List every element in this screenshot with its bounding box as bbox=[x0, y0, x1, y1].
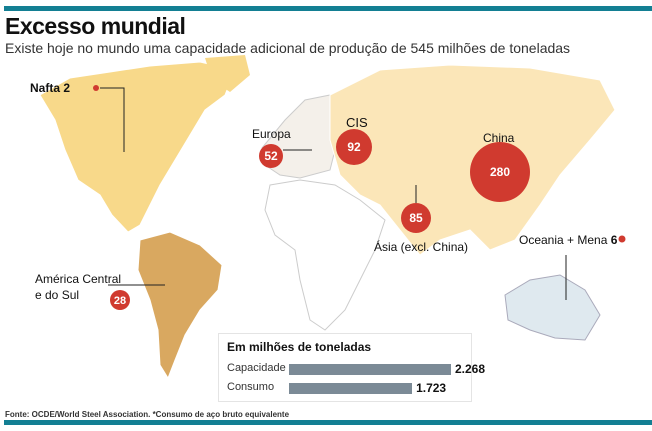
america-label-1: América Central bbox=[35, 272, 122, 286]
nafta-leader bbox=[100, 87, 125, 152]
america-label-2: e do Sul bbox=[35, 288, 80, 302]
subtitle: Existe hoje no mundo uma capacidade adic… bbox=[5, 40, 571, 56]
asia bbox=[329, 64, 616, 256]
nafta-label: Nafta 2 bbox=[30, 81, 71, 95]
asia-bubble bbox=[401, 203, 431, 233]
america-bubble bbox=[110, 290, 130, 310]
south-america bbox=[137, 231, 223, 380]
bottom-rule bbox=[4, 420, 652, 425]
europa-label: Europa bbox=[252, 127, 291, 141]
north-america bbox=[39, 61, 236, 233]
china-label: China bbox=[483, 131, 515, 145]
africa bbox=[264, 179, 386, 331]
cis-bubble bbox=[336, 129, 372, 165]
europa-value: 52 bbox=[264, 149, 278, 163]
page-title: Excesso mundial bbox=[5, 13, 186, 39]
oceania-bubble bbox=[618, 235, 626, 243]
greenland bbox=[205, 55, 250, 92]
oceania-label: Oceania + Mena 6 bbox=[519, 233, 618, 247]
asia-label: Ásia (excl. China) bbox=[374, 240, 469, 254]
cis-value: 92 bbox=[347, 140, 361, 154]
america-value: 28 bbox=[114, 295, 126, 307]
consumption-bar bbox=[289, 383, 413, 394]
cis-label: CIS bbox=[346, 115, 368, 130]
totals-panel: Em milhões de toneladas Capacidade 2.268… bbox=[218, 333, 485, 402]
capacity-label: Capacidade bbox=[227, 362, 286, 374]
china-value: 280 bbox=[490, 165, 510, 179]
europa-bubble bbox=[259, 144, 283, 168]
top-rule bbox=[4, 6, 652, 11]
asia-value: 85 bbox=[409, 211, 423, 225]
capacity-bar bbox=[289, 364, 451, 375]
china-bubble bbox=[470, 142, 530, 202]
australia bbox=[504, 274, 601, 341]
panel-title: Em milhões de toneladas bbox=[227, 340, 372, 354]
consumption-label: Consumo bbox=[227, 381, 275, 393]
consumption-value: 1.723 bbox=[416, 381, 447, 395]
nafta-bubble bbox=[93, 85, 99, 91]
source-note: Fonte: OCDE/World Steel Association. *Co… bbox=[5, 410, 290, 419]
capacity-value: 2.268 bbox=[455, 362, 486, 376]
